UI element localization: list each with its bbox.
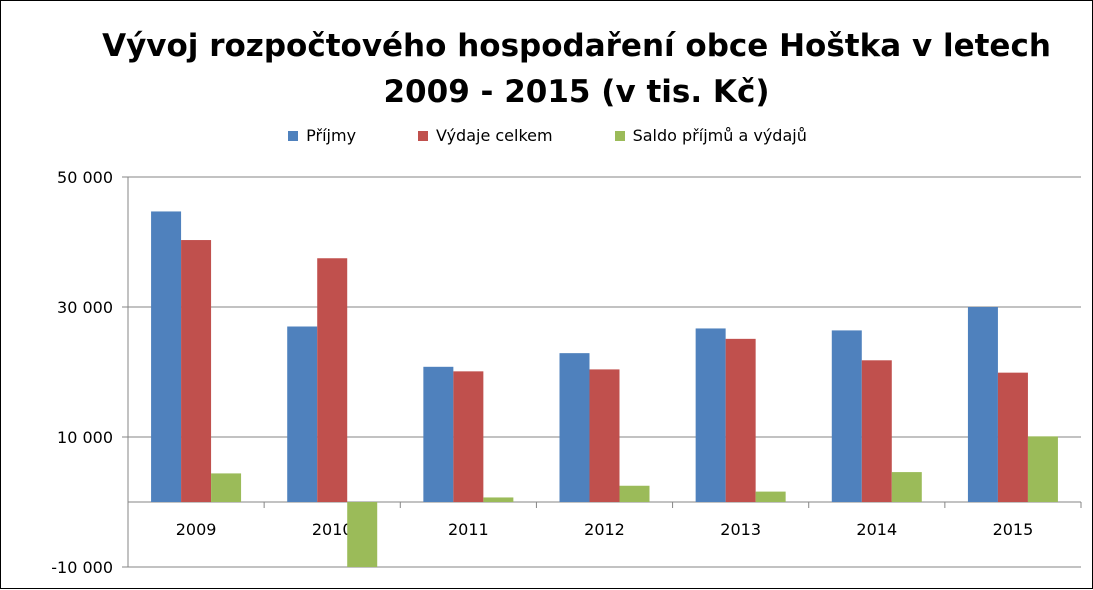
y-tick-label: 10 000 — [57, 428, 113, 447]
chart-title: Vývoj rozpočtového hospodaření obce Hošt… — [1, 23, 1093, 115]
bar-1-2014 — [861, 360, 892, 502]
legend-swatch-saldo — [614, 130, 625, 141]
bar-1-2011 — [453, 371, 484, 502]
bar-2-2012 — [619, 485, 650, 502]
bar-1-2015 — [997, 372, 1028, 502]
bar-1-2013 — [725, 338, 756, 502]
bar-0-2010 — [287, 326, 318, 502]
chart-title-line-1: Vývoj rozpočtového hospodaření obce Hošt… — [102, 28, 1051, 64]
bar-1-2009 — [181, 240, 212, 503]
legend-item-vydaje: Výdaje celkem — [418, 126, 553, 145]
y-tick-label: 50 000 — [57, 168, 113, 187]
bar-1-2010 — [317, 258, 348, 502]
bar-0-2014 — [831, 330, 862, 502]
legend-label-vydaje: Výdaje celkem — [436, 126, 553, 145]
x-tick-label-2014: 2014 — [856, 520, 897, 539]
bar-0-2012 — [559, 353, 590, 502]
x-tick-label-2010: 2010 — [312, 520, 353, 539]
x-tick-label-2015: 2015 — [993, 520, 1034, 539]
x-tick-label-2011: 2011 — [448, 520, 489, 539]
bar-0-2011 — [423, 366, 454, 502]
bar-2-2010 — [347, 502, 378, 567]
bar-2-2014 — [891, 472, 922, 502]
bar-0-2009 — [151, 211, 182, 502]
bar-0-2013 — [695, 328, 726, 502]
x-tick-label-2012: 2012 — [584, 520, 625, 539]
legend-label-prijmy: Příjmy — [306, 126, 357, 145]
bar-2-2015 — [1027, 436, 1058, 502]
bar-0-2015 — [967, 307, 998, 502]
x-tick-label-2009: 2009 — [176, 520, 217, 539]
bar-1-2012 — [589, 369, 620, 502]
legend-item-saldo: Saldo příjmů a výdajů — [614, 126, 807, 145]
x-tick-label-2013: 2013 — [720, 520, 761, 539]
y-tick-label: -10 000 — [51, 558, 113, 577]
y-tick-label: 30 000 — [57, 298, 113, 317]
legend-label-saldo: Saldo příjmů a výdajů — [632, 126, 807, 145]
legend-swatch-vydaje — [418, 130, 429, 141]
chart-legend: Příjmy Výdaje celkem Saldo příjmů a výda… — [1, 126, 1093, 145]
chart-title-line-2: 2009 - 2015 (v tis. Kč) — [383, 74, 770, 110]
bar-2-2013 — [755, 491, 786, 502]
legend-swatch-prijmy — [288, 130, 299, 141]
bar-2-2011 — [483, 497, 514, 502]
bar-2-2009 — [211, 473, 242, 502]
legend-item-prijmy: Příjmy — [288, 126, 356, 145]
